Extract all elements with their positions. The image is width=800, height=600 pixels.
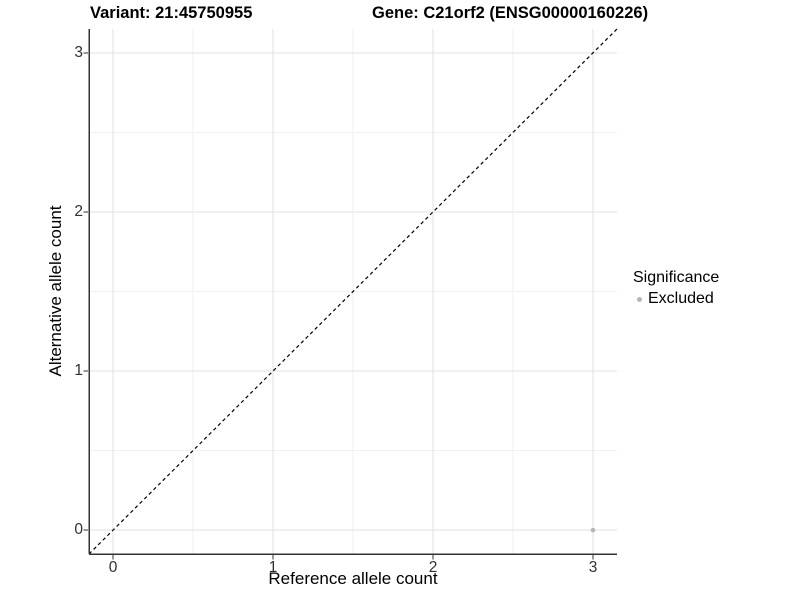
x-tick-label: 0 <box>108 559 118 576</box>
x-tick-label: 2 <box>428 559 438 576</box>
y-tick-label: 1 <box>74 362 83 380</box>
legend-item-label: Excluded <box>648 290 714 307</box>
x-tick-label: 3 <box>588 559 598 576</box>
y-axis-title: Alternative allele count <box>46 205 65 377</box>
legend-item-excluded: Excluded <box>633 290 719 308</box>
x-axis-title: Reference allele count <box>268 569 438 588</box>
identity-dashed-line <box>88 28 618 555</box>
data-point <box>590 527 596 533</box>
y-tick-label: 2 <box>74 202 83 220</box>
legend: Significance Excluded <box>633 269 719 308</box>
legend-title: Significance <box>633 269 720 286</box>
plot-title-gene: Gene: C21orf2 (ENSG00000160226) <box>372 4 649 22</box>
plot-title-variant: Variant: 21:45750955 <box>90 4 253 22</box>
y-tick-label: 0 <box>74 521 83 539</box>
x-tick-label: 1 <box>268 559 278 576</box>
y-tick-label: 3 <box>74 43 83 61</box>
legend-point-icon <box>637 296 642 302</box>
